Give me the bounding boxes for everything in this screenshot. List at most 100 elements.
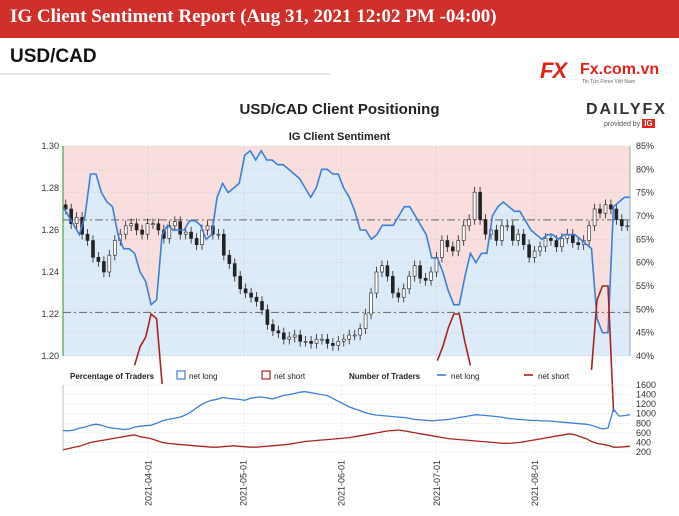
percent-tick-label: 75% — [636, 188, 654, 198]
chart-title: USD/CAD Client Positioning — [239, 101, 440, 118]
candlestick — [374, 271, 379, 294]
candlestick — [560, 238, 564, 248]
candlestick — [156, 223, 161, 231]
logo-text: Fx.com.vn — [580, 61, 660, 78]
candlestick — [113, 240, 117, 256]
traders-tick-label: 1000 — [636, 409, 656, 419]
legend-number-title: Number of Traders — [349, 372, 421, 381]
candlestick — [238, 275, 242, 290]
traders-tick-label: 200 — [636, 447, 651, 457]
candlestick — [145, 223, 150, 235]
candlestick — [347, 334, 352, 340]
price-tick-label: 1.28 — [41, 183, 59, 193]
x-date-label: 2021-08-01 — [530, 460, 540, 506]
percent-tick-label: 65% — [636, 234, 654, 244]
candlestick — [303, 340, 308, 343]
candlestick — [538, 246, 542, 252]
x-date-label: 2021-07-01 — [432, 460, 442, 506]
candlestick — [494, 229, 499, 241]
candlestick — [614, 208, 619, 220]
candlestick — [418, 265, 422, 279]
candlestick — [336, 340, 341, 346]
candlestick — [423, 277, 428, 281]
candlestick — [254, 296, 259, 302]
candlestick — [440, 240, 444, 258]
candlestick — [407, 275, 412, 290]
percent-tick-label: 80% — [636, 164, 654, 174]
logo-mark: FX — [540, 58, 567, 83]
legend-net-long: net long — [189, 372, 217, 381]
traders-net-short-line — [62, 429, 631, 451]
candlestick — [543, 238, 548, 248]
title-divider — [0, 73, 330, 75]
traders-tick-label: 800 — [636, 418, 651, 428]
net-short-percent-line — [590, 285, 615, 413]
candlestick — [216, 233, 221, 236]
candlestick — [619, 219, 624, 227]
candlestick — [527, 244, 531, 258]
traders-tick-label: 1600 — [636, 380, 656, 390]
candlestick — [91, 240, 95, 258]
candlestick — [232, 263, 237, 277]
candlestick — [298, 334, 303, 342]
legend-swatch-short-box — [261, 370, 271, 380]
candlestick — [96, 256, 101, 262]
candlestick — [380, 265, 384, 273]
provided-by-label: provided by IG — [604, 119, 655, 128]
candlestick — [151, 223, 155, 225]
x-date-label: 2021-04-01 — [144, 460, 154, 506]
candlestick — [205, 225, 210, 231]
candlestick — [532, 250, 537, 258]
candlestick — [505, 225, 510, 228]
candlestick — [276, 330, 281, 334]
legend-number-net-long: net long — [451, 372, 479, 381]
candlestick — [467, 219, 472, 227]
candlestick — [222, 233, 226, 256]
candlestick — [249, 292, 253, 298]
candlestick — [429, 271, 433, 281]
x-date-label: 2021-06-01 — [337, 460, 347, 506]
candlestick — [134, 223, 139, 231]
logo-subtitle: Tin Tức Forex Việt Nam — [582, 79, 635, 85]
candlestick — [85, 233, 90, 241]
candlestick — [287, 336, 292, 340]
candlestick — [107, 254, 112, 273]
percent-tick-label: 55% — [636, 281, 654, 291]
legend-percentage-title: Percentage of Traders — [70, 372, 155, 381]
traders-tick-label: 600 — [636, 428, 651, 438]
candlestick — [412, 265, 417, 277]
legend-net-short: net short — [274, 372, 306, 381]
candlestick — [609, 204, 613, 210]
traders-tick-label: 400 — [636, 437, 651, 447]
price-tick-label: 1.22 — [41, 309, 59, 319]
x-date-label: 2021-05-01 — [239, 460, 249, 506]
candlestick — [178, 221, 182, 235]
percent-tick-label: 85% — [636, 141, 654, 151]
candlestick — [183, 231, 188, 235]
long-bias-area — [63, 150, 630, 356]
candlestick — [352, 334, 357, 337]
percent-tick-label: 45% — [636, 328, 654, 338]
ig-badge: IG — [642, 119, 655, 128]
candlestick — [358, 328, 362, 336]
report-banner: IG Client Sentiment Report (Aug 31, 2021… — [0, 0, 679, 38]
candlestick — [521, 233, 526, 245]
candlestick — [341, 338, 346, 342]
candlestick — [456, 240, 461, 252]
legend-number-net-short: net short — [538, 372, 570, 381]
candlestick — [549, 238, 553, 241]
candlestick — [292, 334, 297, 338]
dailyfx-logo: DAILYFX — [586, 101, 667, 118]
candlestick — [227, 254, 232, 264]
net-short-percent-line — [436, 313, 472, 366]
candlestick — [483, 219, 488, 235]
price-tick-label: 1.30 — [41, 141, 59, 151]
candlestick — [123, 225, 128, 235]
candlestick — [194, 238, 199, 245]
candlestick — [478, 191, 482, 220]
candlestick — [74, 217, 79, 224]
legend-swatch-long-box — [176, 370, 186, 380]
candlestick — [320, 338, 324, 341]
traders-net-long-line — [62, 391, 631, 432]
